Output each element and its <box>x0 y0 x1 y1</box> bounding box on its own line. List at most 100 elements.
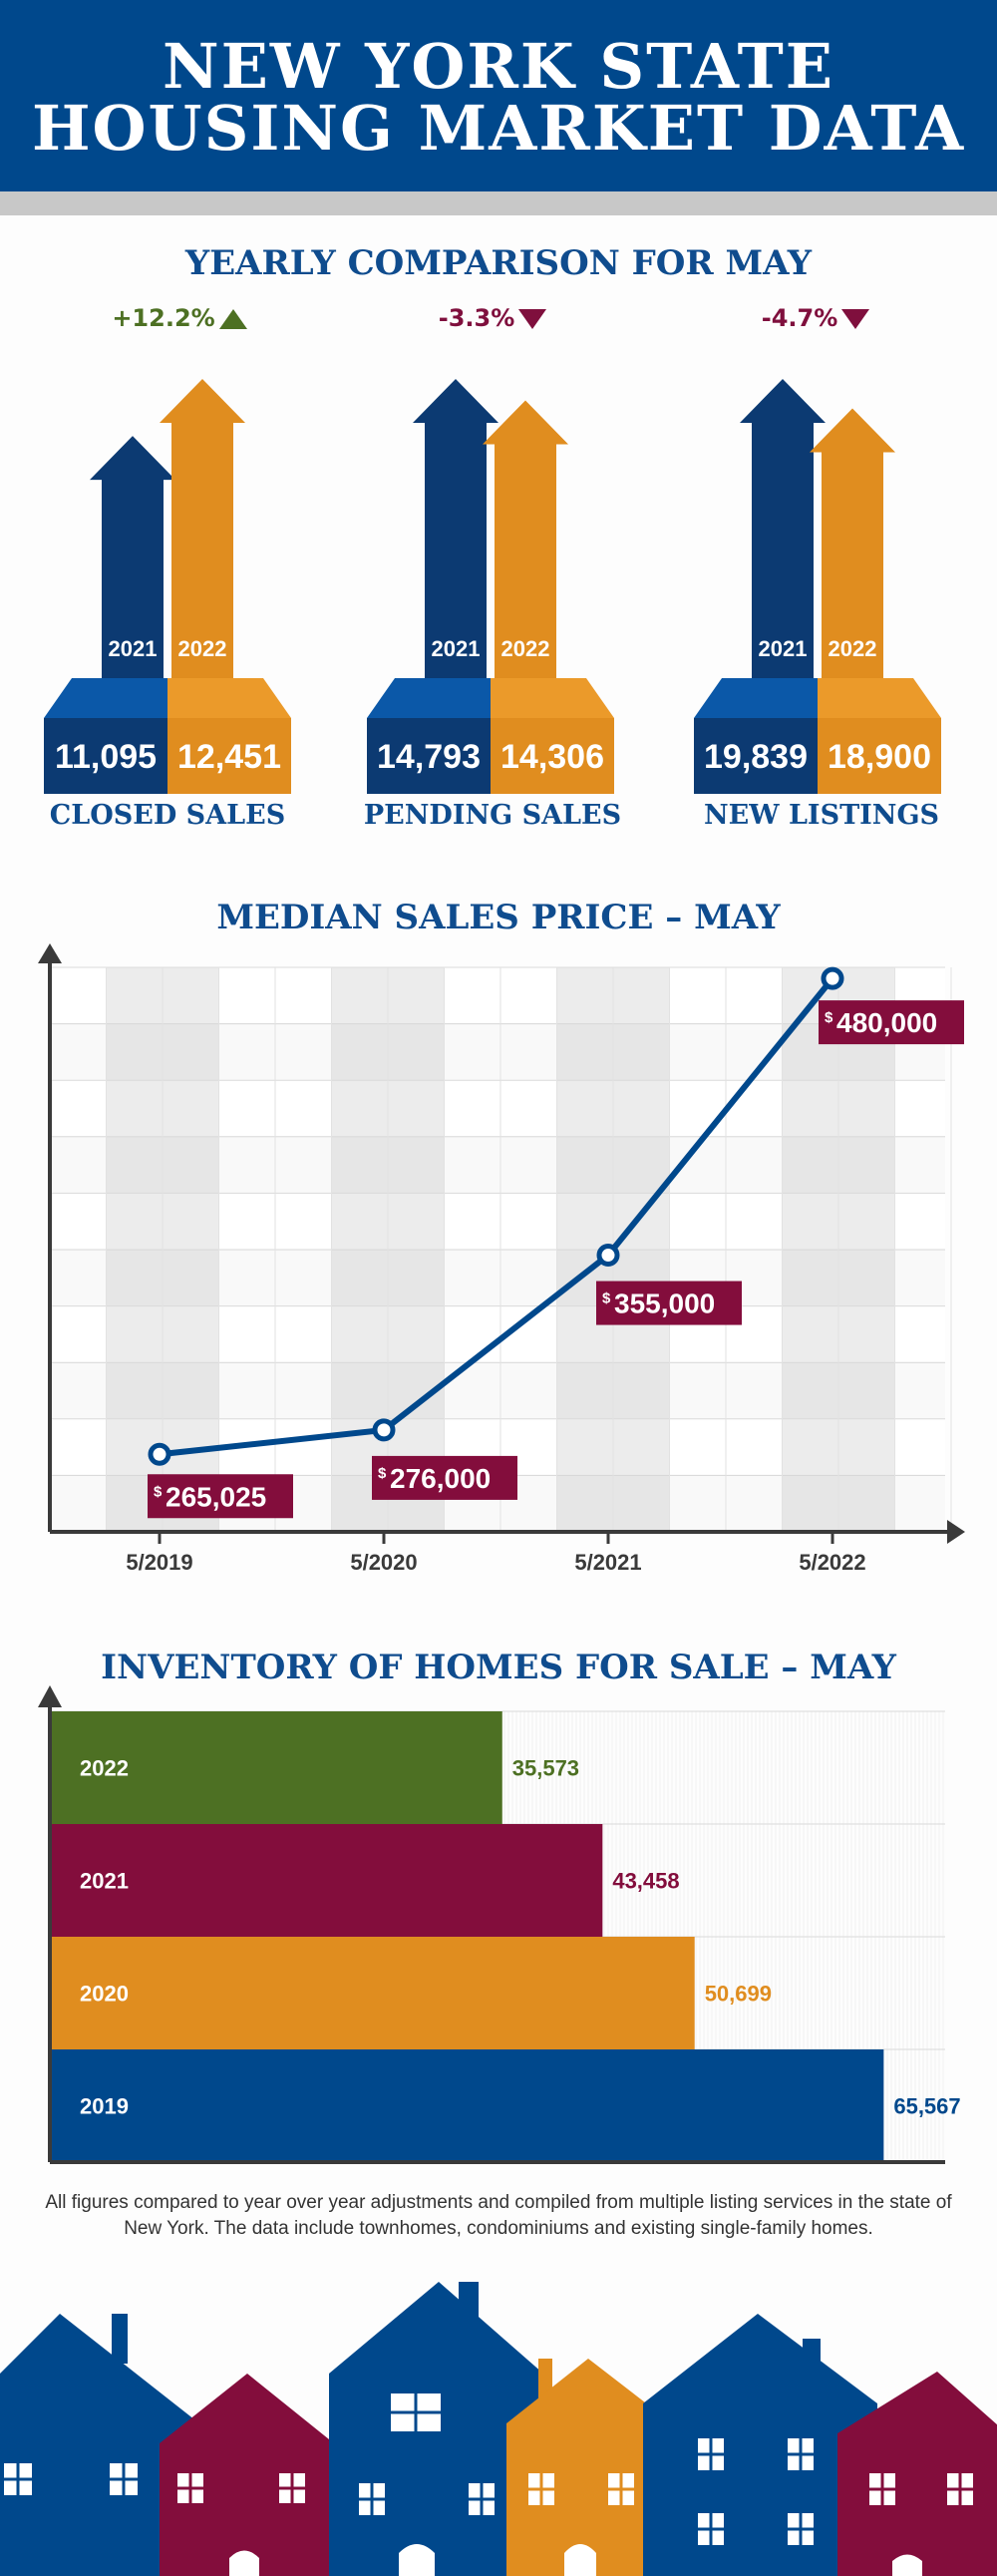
data-label-box <box>596 1281 742 1325</box>
value-2021: 11,095 <box>55 738 157 776</box>
inventory-chart-title: INVENTORY OF HOMES FOR SALE – MAY <box>101 1648 896 1687</box>
house-body <box>160 2374 334 2576</box>
grid-row <box>50 1024 945 1081</box>
data-label-value: 355,000 <box>614 1288 715 1319</box>
median-price-chart: 5/2019 5/2020 5/2021 5/2022$ 265,025$ 276,000… <box>38 943 965 1575</box>
chimney <box>538 2359 552 2398</box>
growth-arrow <box>810 408 895 678</box>
pending-sales-change: -3.3% <box>383 303 602 333</box>
chimney <box>112 2314 128 2364</box>
data-label: $355,000 <box>596 1281 742 1325</box>
year-label: 2021 <box>759 636 808 661</box>
growth-arrow <box>740 379 826 678</box>
bar-year-label: 2021 <box>80 1869 129 1894</box>
comparison-title: YEARLY COMPARISON FOR MAY <box>184 243 813 283</box>
data-point <box>596 1244 620 1268</box>
data-label: $265,025 <box>148 1474 293 1519</box>
grid-row <box>50 1137 945 1194</box>
growth-arrow <box>413 379 498 678</box>
bar-value-label: 50,699 <box>705 1982 772 2007</box>
data-label-box <box>148 1474 293 1519</box>
x-tick-label: 5/2020 <box>350 1550 417 1575</box>
down-arrow-icon <box>841 309 870 329</box>
house-maroon-1 <box>160 2374 334 2576</box>
house-maroon-right <box>837 2372 997 2576</box>
up-arrow-icon <box>218 309 247 329</box>
platform-left-block <box>367 718 491 794</box>
platform-right-top <box>167 678 291 718</box>
bar-value-label: 43,458 <box>612 1869 679 1894</box>
house-body <box>0 2314 199 2576</box>
grid-row <box>50 1250 945 1306</box>
bar-year-label: 2020 <box>80 1982 129 2007</box>
door <box>229 2550 259 2576</box>
pending-sales-label: PENDING SALES <box>363 800 622 831</box>
platform-right-block <box>818 718 941 794</box>
closed-sales-change-text: +12.2% <box>112 304 215 332</box>
platform-left-top <box>694 678 818 718</box>
house-navy-left <box>0 2314 199 2576</box>
bar-value-label: 65,567 <box>893 2094 960 2119</box>
y-axis-arrow-icon <box>38 943 62 963</box>
inventory-bar <box>50 1824 603 1937</box>
y-axis-arrow-icon <box>38 1685 62 1707</box>
data-point <box>372 1418 396 1442</box>
growth-arrow <box>160 379 245 678</box>
grid-row <box>50 1362 945 1419</box>
data-point <box>821 966 844 990</box>
value-2022: 18,900 <box>828 738 931 776</box>
year-label: 2021 <box>432 636 481 661</box>
data-label-value: 480,000 <box>836 1007 937 1038</box>
down-arrow-icon <box>518 309 547 329</box>
currency-symbol: $ <box>154 1483 163 1500</box>
platform-left-block <box>44 718 167 794</box>
data-point <box>148 1442 171 1466</box>
currency-symbol: $ <box>602 1290 611 1307</box>
inventory-bar <box>50 2049 884 2162</box>
door <box>564 2544 596 2576</box>
price-line <box>159 976 835 1458</box>
data-label: $480,000 <box>819 1000 964 1045</box>
house-body <box>643 2314 877 2576</box>
new-listings-change: -4.7% <box>706 303 925 333</box>
closed-sales-change: +12.2% <box>70 303 289 333</box>
x-tick-label: 5/2021 <box>574 1550 641 1575</box>
houses-illustration <box>0 2282 997 2576</box>
bar-value-label: 35,573 <box>512 1756 579 1781</box>
data-label-value: 265,025 <box>166 1481 266 1512</box>
price-chart-title: MEDIAN SALES PRICE – MAY <box>216 898 781 937</box>
header-title-line1: NEW YORK STATE <box>162 30 835 103</box>
platform-right-top <box>818 678 941 718</box>
data-label-box <box>819 1000 964 1045</box>
platform-right-top <box>491 678 614 718</box>
platform-right-block <box>491 718 614 794</box>
year-label: 2022 <box>829 636 877 661</box>
data-label-value: 276,000 <box>390 1463 491 1494</box>
currency-symbol: $ <box>378 1465 387 1482</box>
footnote: All figures compared to year over year a… <box>45 2192 952 2239</box>
inventory-bar <box>50 1937 695 2049</box>
currency-symbol: $ <box>825 1009 833 1026</box>
value-2021: 19,839 <box>704 738 808 776</box>
header-divider <box>0 191 997 215</box>
platform-left-top <box>44 678 167 718</box>
value-2022: 12,451 <box>177 738 281 776</box>
year-label: 2022 <box>501 636 550 661</box>
house-navy-right <box>643 2314 877 2576</box>
new-listings-label: NEW LISTINGS <box>703 800 940 831</box>
platform-left-top <box>367 678 491 718</box>
platform-right-block <box>167 718 291 794</box>
house-navy-center <box>329 2282 543 2576</box>
house-body <box>837 2372 997 2576</box>
door <box>399 2544 435 2576</box>
x-tick-label: 5/2019 <box>126 1550 192 1575</box>
closed-sales-label: CLOSED SALES <box>49 800 286 831</box>
data-label-box <box>372 1455 517 1500</box>
value-2021: 14,793 <box>377 738 481 776</box>
inventory-bar <box>50 1711 502 1824</box>
year-label: 2022 <box>178 636 227 661</box>
new-listings-change-text: -4.7% <box>761 304 838 332</box>
x-tick-label: 5/2022 <box>799 1550 865 1575</box>
header-banner: NEW YORK STATE HOUSING MARKET DATA <box>0 0 997 191</box>
